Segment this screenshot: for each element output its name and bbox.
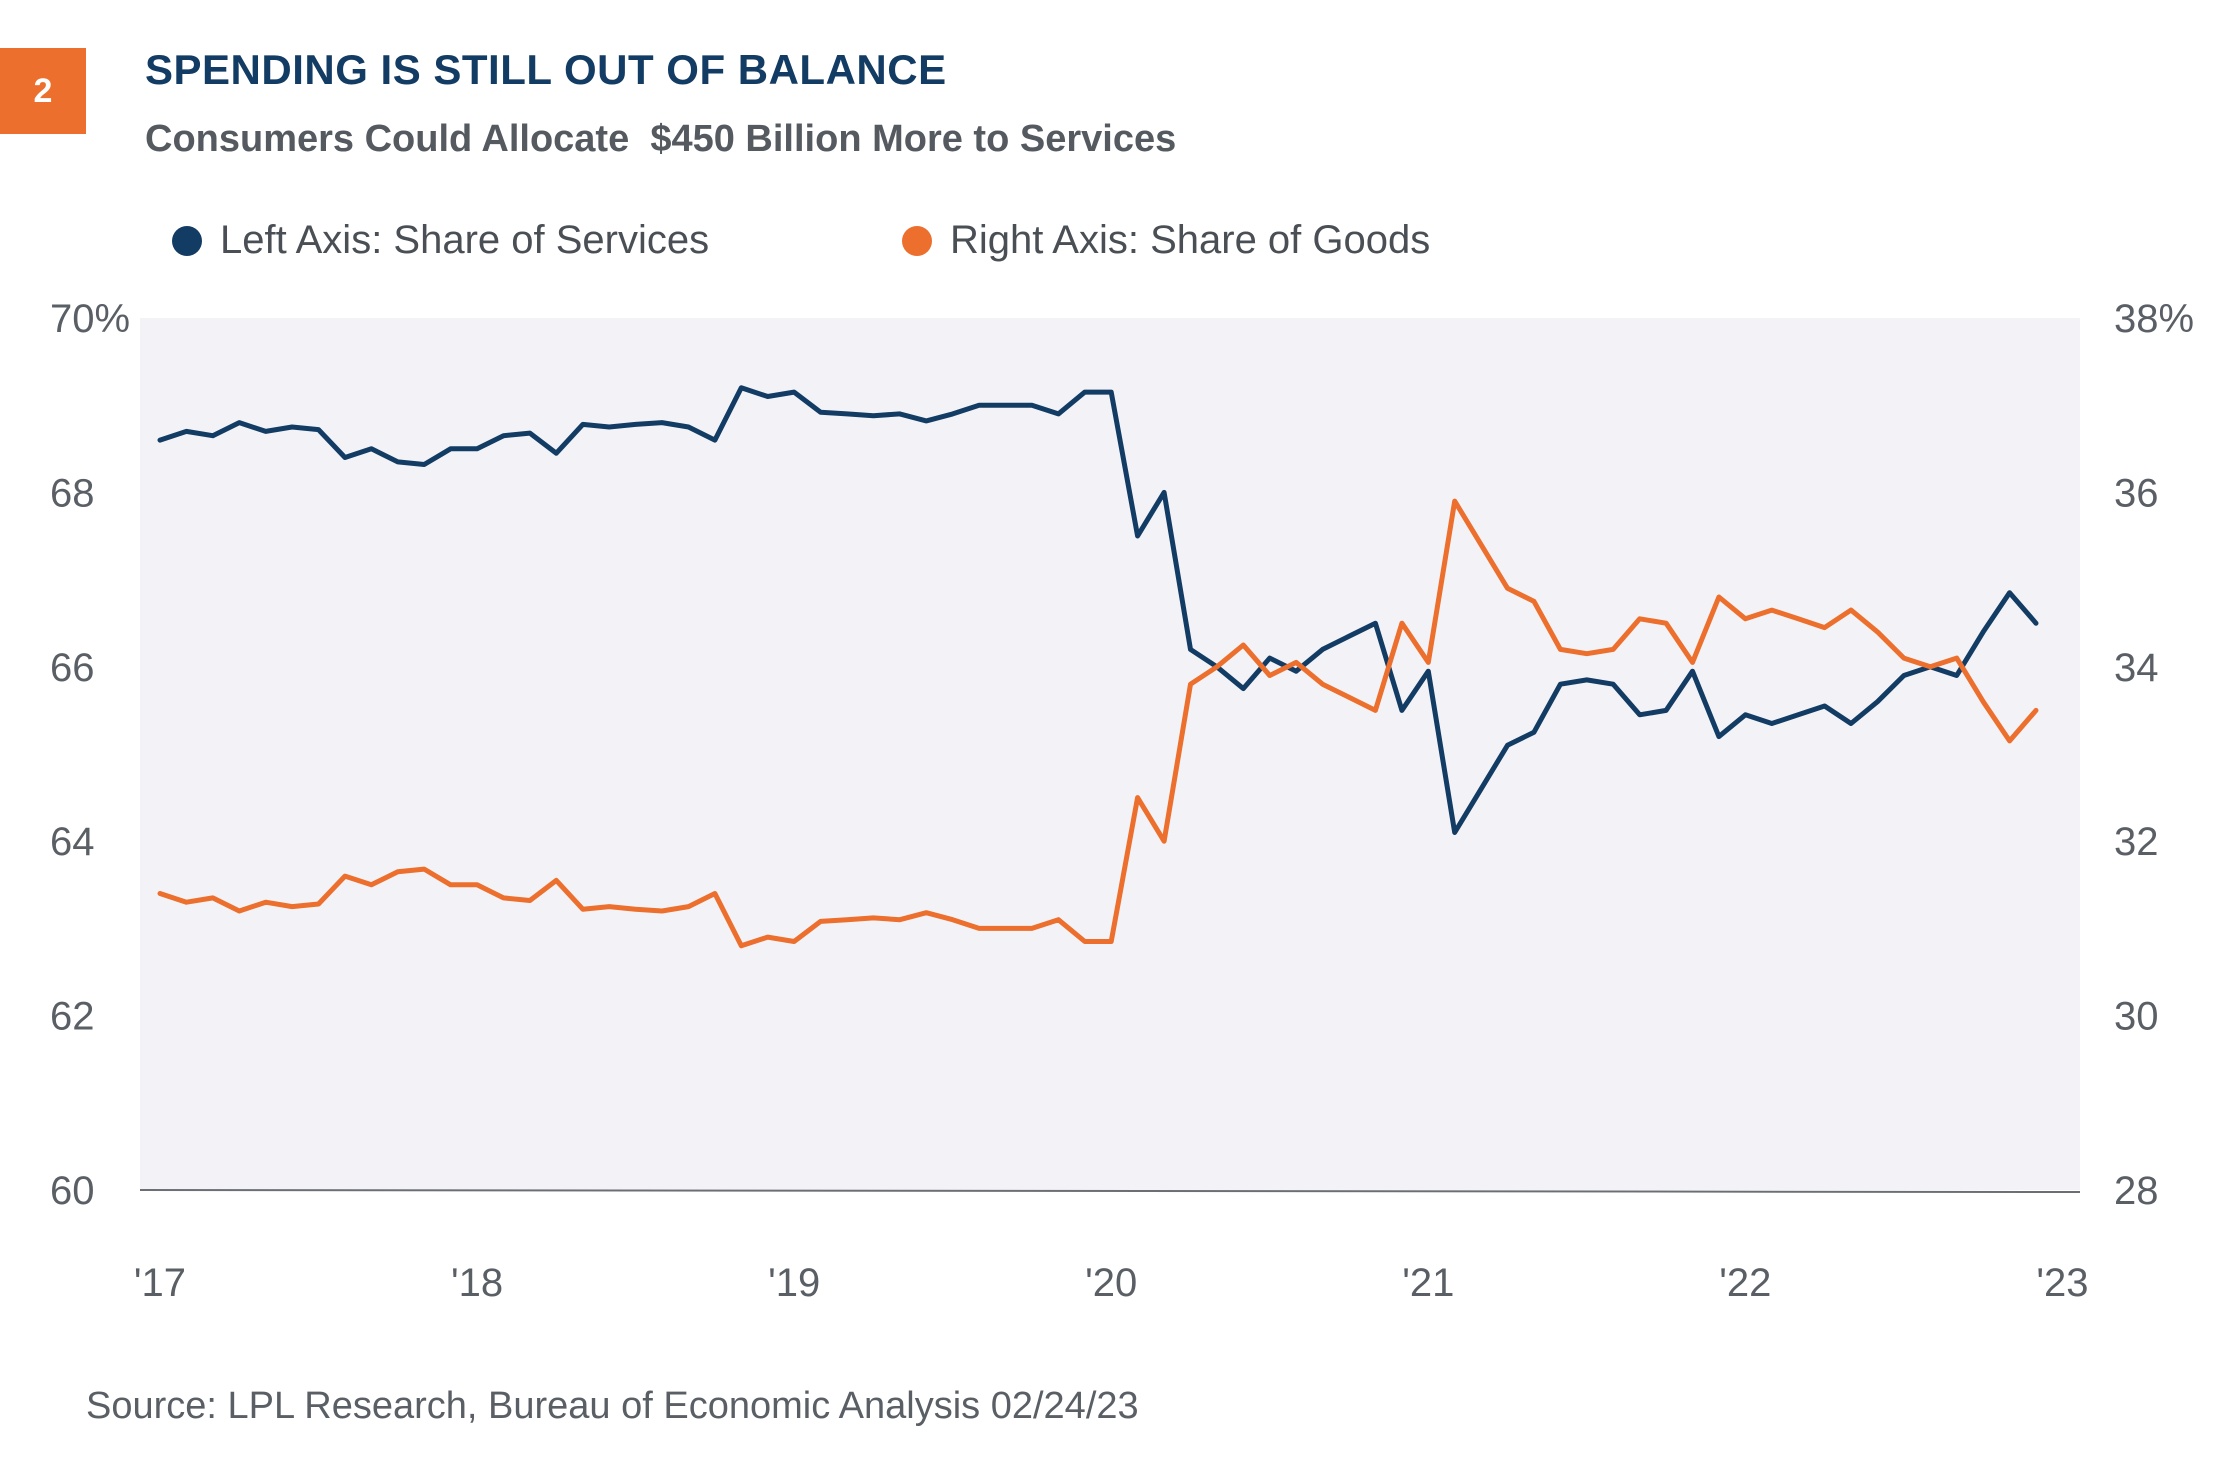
y-left-tick-label: 68 xyxy=(50,471,95,515)
x-tick-label: '19 xyxy=(768,1261,820,1305)
legend-label-services: Left Axis: Share of Services xyxy=(220,218,710,262)
y-right-tick-label: 30 xyxy=(2114,995,2159,1039)
source-note: Source: LPL Research, Bureau of Economic… xyxy=(86,1385,1139,1427)
x-axis-baseline xyxy=(139,1189,2081,1193)
legend-label-goods: Right Axis: Share of Goods xyxy=(950,218,1431,262)
series-line-goods xyxy=(157,498,2039,949)
legend-dot-goods xyxy=(902,225,932,256)
x-tick-label: '18 xyxy=(451,1261,503,1305)
figure-number-badge: 2 xyxy=(0,48,86,134)
legend: Left Axis: Share of Services Right Axis:… xyxy=(0,218,2234,272)
chart-title: SPENDING IS STILL OUT OF BALANCE xyxy=(145,46,947,93)
y-left-tick-label: 66 xyxy=(50,646,95,690)
x-tick-label: '17 xyxy=(134,1261,186,1305)
x-tick-label: '22 xyxy=(1719,1261,1771,1305)
x-tick-label: '21 xyxy=(1402,1261,1454,1305)
x-tick-label: '23 xyxy=(2036,1261,2088,1305)
plot-area xyxy=(140,318,2080,1190)
legend-item-goods: Right Axis: Share of Goods xyxy=(902,218,1430,263)
y-left-tick-label: 60 xyxy=(50,1169,95,1213)
x-tick-label: '20 xyxy=(1085,1261,1137,1305)
chart-subtitle: Consumers Could Allocate $450 Billion Mo… xyxy=(145,118,1177,160)
y-right-tick-label: 28 xyxy=(2114,1169,2159,1213)
series-line-services xyxy=(157,385,2039,835)
y-right-tick-label: 32 xyxy=(2114,820,2159,864)
y-right-tick-label: 34 xyxy=(2114,646,2159,690)
y-left-tick-label: 62 xyxy=(50,995,95,1039)
legend-dot-services xyxy=(172,225,202,256)
y-right-tick-label: 38% xyxy=(2114,297,2194,341)
y-right-tick-label: 36 xyxy=(2114,471,2159,515)
legend-item-services: Left Axis: Share of Services xyxy=(172,218,709,263)
y-left-tick-label: 70% xyxy=(50,297,130,341)
y-left-tick-label: 64 xyxy=(50,820,95,864)
